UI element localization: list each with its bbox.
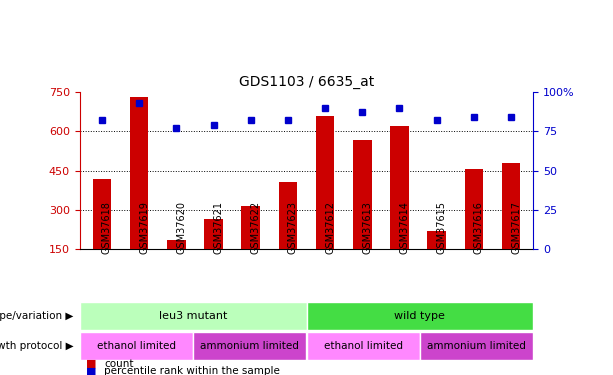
Text: genotype/variation ▶: genotype/variation ▶: [0, 311, 74, 321]
Text: GSM37621: GSM37621: [213, 201, 224, 254]
Bar: [306, 332, 420, 360]
Text: GSM37612: GSM37612: [325, 201, 335, 254]
Text: GSM37615: GSM37615: [436, 201, 447, 254]
Bar: [353, 141, 371, 249]
Bar: [193, 332, 306, 360]
Bar: [465, 170, 483, 249]
Bar: [501, 163, 520, 249]
Bar: [80, 302, 306, 330]
Text: ■: ■: [86, 359, 96, 369]
Bar: [130, 97, 148, 249]
Text: GSM37614: GSM37614: [400, 201, 409, 254]
Text: GSM37616: GSM37616: [474, 201, 484, 254]
Bar: [93, 178, 112, 249]
Text: ■: ■: [86, 366, 96, 375]
Text: ammonium limited: ammonium limited: [200, 341, 299, 351]
Bar: [306, 302, 533, 330]
Text: wild type: wild type: [395, 311, 445, 321]
Text: ethanol limited: ethanol limited: [324, 341, 403, 351]
Text: growth protocol ▶: growth protocol ▶: [0, 341, 74, 351]
Title: GDS1103 / 6635_at: GDS1103 / 6635_at: [239, 75, 374, 90]
Text: percentile rank within the sample: percentile rank within the sample: [104, 366, 280, 375]
Text: GSM37620: GSM37620: [177, 201, 186, 254]
Text: GSM37623: GSM37623: [288, 201, 298, 254]
Text: GSM37613: GSM37613: [362, 201, 372, 254]
Bar: [204, 219, 223, 249]
Bar: [420, 332, 533, 360]
Text: leu3 mutant: leu3 mutant: [159, 311, 227, 321]
Text: ethanol limited: ethanol limited: [97, 341, 176, 351]
Bar: [390, 126, 409, 249]
Text: GSM37617: GSM37617: [511, 201, 521, 254]
Text: count: count: [104, 359, 134, 369]
Text: GSM37619: GSM37619: [139, 201, 149, 254]
Bar: [242, 206, 260, 249]
Bar: [167, 240, 186, 249]
Text: GSM37618: GSM37618: [102, 201, 112, 254]
Text: ammonium limited: ammonium limited: [427, 341, 526, 351]
Bar: [80, 332, 193, 360]
Bar: [316, 116, 334, 249]
Bar: [427, 231, 446, 249]
Text: GSM37622: GSM37622: [251, 201, 261, 254]
Bar: [279, 183, 297, 249]
